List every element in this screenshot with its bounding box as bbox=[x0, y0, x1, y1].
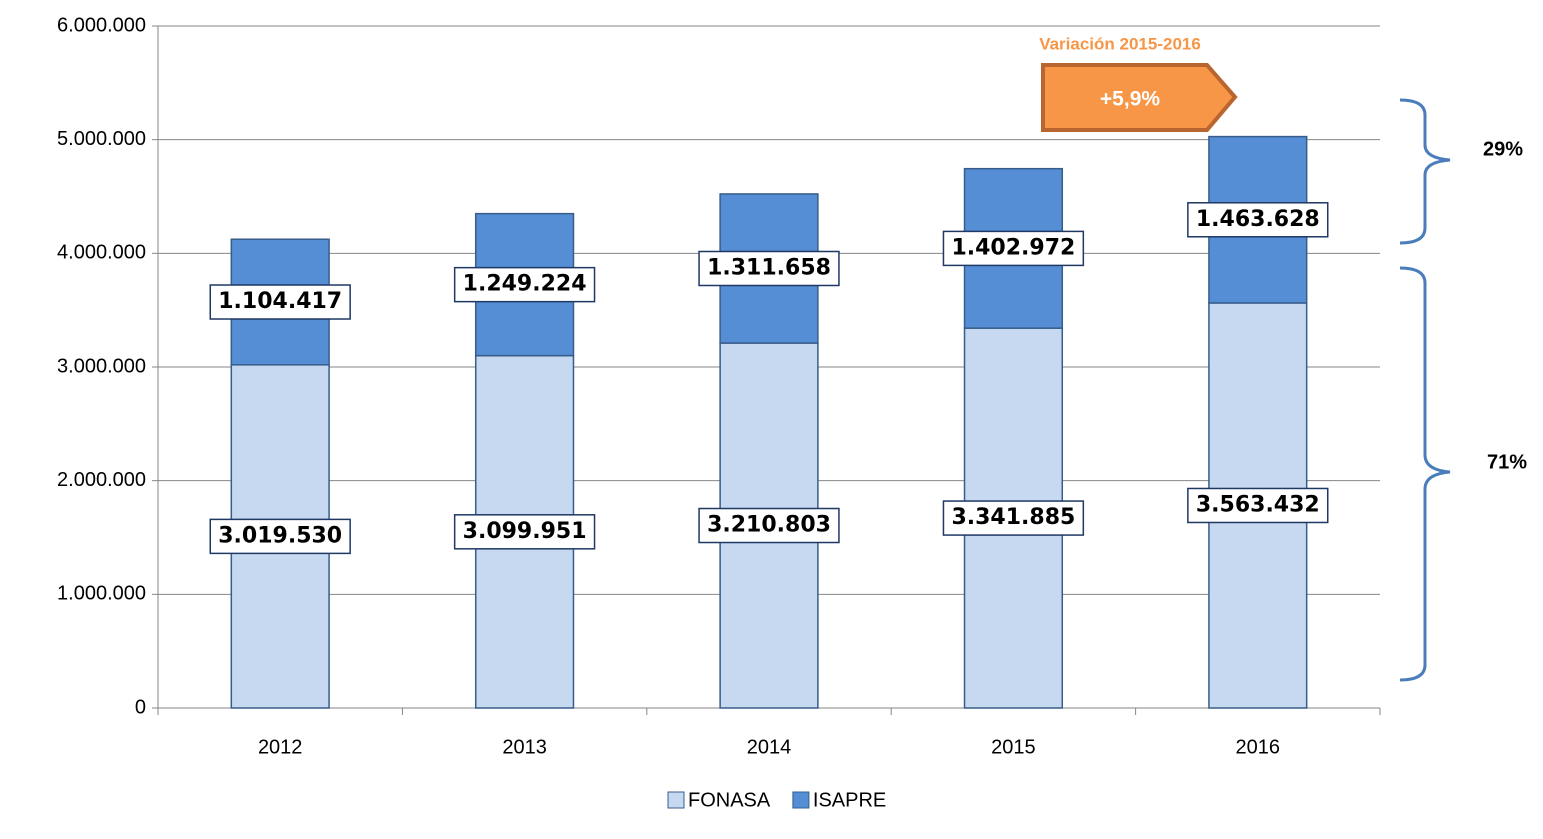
y-tick-label: 4.000.000 bbox=[57, 242, 146, 264]
value-label: 1.402.972 bbox=[951, 235, 1075, 260]
value-label-box bbox=[209, 518, 351, 555]
value-label: 3.019.530 bbox=[218, 523, 342, 548]
y-tick-label: 1.000.000 bbox=[57, 583, 146, 605]
value-label: 1.311.658 bbox=[707, 255, 831, 280]
x-tick-label: 2014 bbox=[747, 736, 792, 758]
isapre-brace bbox=[1399, 98, 1451, 245]
value-label-box bbox=[1187, 202, 1329, 238]
y-tick-label: 5.000.000 bbox=[57, 128, 146, 150]
value-label-box bbox=[209, 284, 351, 320]
variation-title: Variación 2015-2016 bbox=[1039, 34, 1201, 53]
value-label: 1.104.417 bbox=[218, 289, 342, 314]
value-label-box bbox=[453, 266, 596, 303]
fonasa-share: 71% bbox=[1487, 451, 1527, 473]
value-label-box bbox=[942, 230, 1085, 267]
variation-value: +5,9% bbox=[1100, 88, 1160, 111]
value-label-box bbox=[453, 514, 596, 550]
x-tick-label: 2012 bbox=[258, 736, 303, 758]
y-tick-label: 0 bbox=[135, 696, 146, 718]
x-tick-label: 2015 bbox=[991, 736, 1036, 758]
value-label: 3.210.803 bbox=[707, 513, 831, 538]
value-label-box bbox=[1187, 487, 1329, 524]
y-tick-label: 2.000.000 bbox=[57, 469, 146, 491]
isapre-share: 29% bbox=[1483, 138, 1523, 160]
y-tick-label: 6.000.000 bbox=[57, 14, 146, 36]
x-tick-label: 2013 bbox=[502, 736, 547, 758]
variation-arrow bbox=[1041, 63, 1238, 132]
value-label-box bbox=[698, 250, 840, 287]
x-tick-label: 2016 bbox=[1236, 736, 1281, 758]
value-label-box bbox=[698, 507, 840, 544]
value-label: 3.099.951 bbox=[463, 519, 587, 544]
y-tick-label: 3.000.000 bbox=[57, 355, 146, 377]
legend-swatch bbox=[792, 791, 810, 809]
value-label: 3.563.432 bbox=[1196, 492, 1320, 517]
value-label-box bbox=[942, 500, 1085, 536]
fonasa-brace bbox=[1399, 266, 1451, 682]
value-label: 1.249.224 bbox=[463, 272, 587, 297]
legend-label: ISAPRE bbox=[813, 789, 886, 811]
value-label: 3.341.885 bbox=[951, 505, 1075, 530]
value-label: 1.463.628 bbox=[1196, 207, 1320, 232]
legend-label: FONASA bbox=[688, 789, 771, 811]
legend-swatch bbox=[667, 791, 685, 809]
